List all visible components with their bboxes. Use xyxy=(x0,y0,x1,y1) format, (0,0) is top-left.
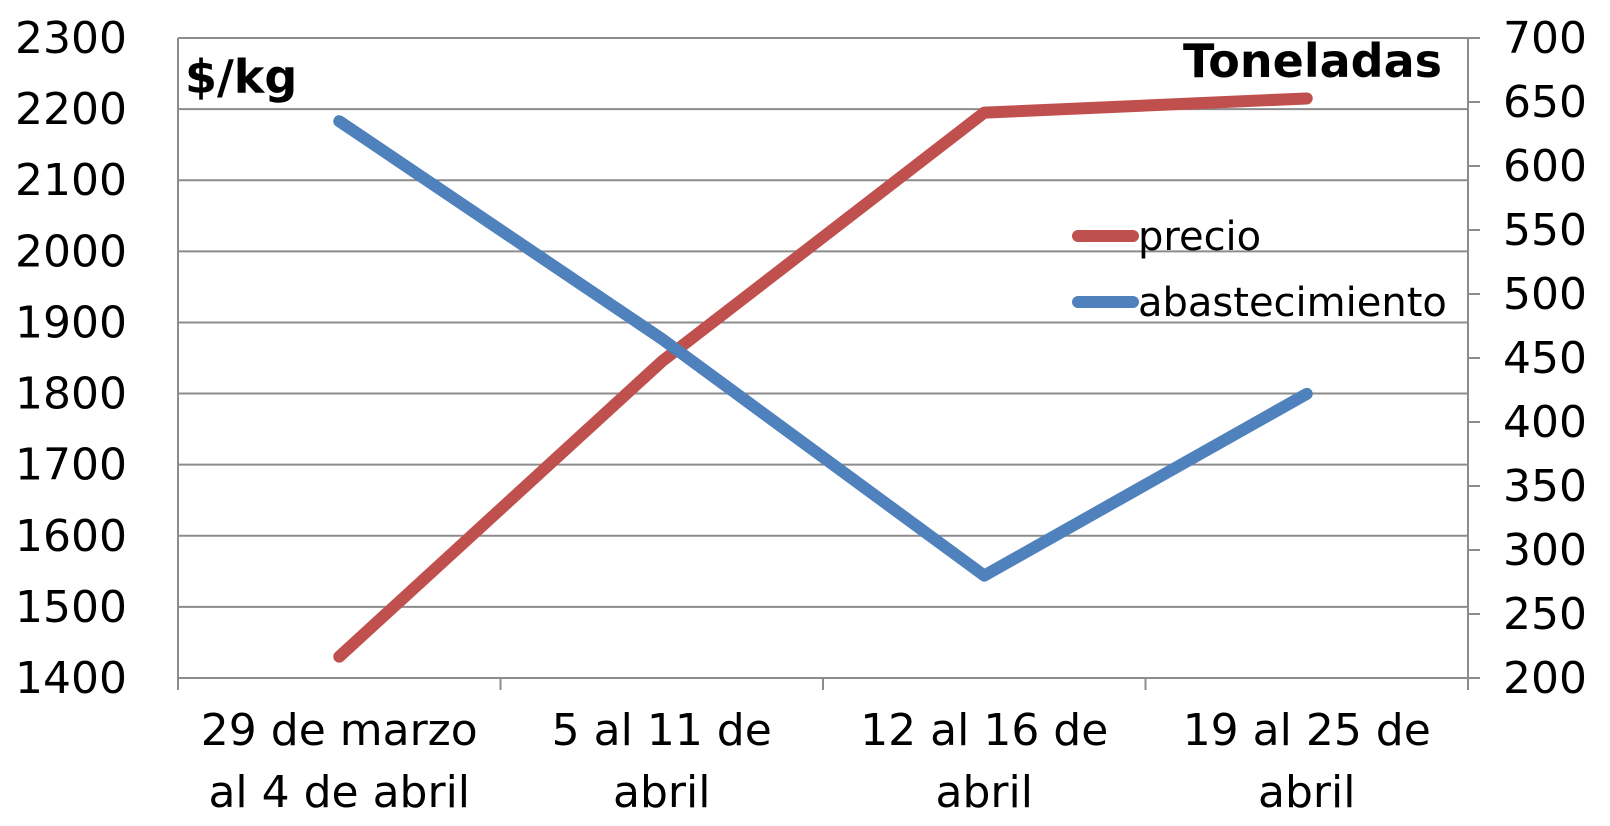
category-label: abril xyxy=(613,767,710,818)
series-line-precio xyxy=(333,92,1313,663)
left-tick-label: 1800 xyxy=(15,369,127,420)
series-lines xyxy=(333,92,1313,663)
legend: precio abastecimiento xyxy=(1072,214,1447,326)
category-axis-labels: 29 de marzo al 4 de abril 5 al 11 de abril 1… xyxy=(177,678,1469,818)
left-tick-label: 1500 xyxy=(15,582,127,633)
left-tick-label: 1700 xyxy=(15,440,127,491)
category-label: al 4 de abril xyxy=(208,767,470,818)
left-tick-label: 2000 xyxy=(15,226,127,277)
left-tick-label: 2100 xyxy=(15,155,127,206)
category-label: abril xyxy=(936,767,1033,818)
category-label: 29 de marzo xyxy=(201,705,478,756)
legend-label: precio xyxy=(1138,214,1261,260)
right-axis-label: Toneladas xyxy=(1183,34,1442,88)
category-label: 5 al 11 de xyxy=(552,705,772,756)
right-tick-label: 250 xyxy=(1503,589,1587,640)
right-tick-label: 300 xyxy=(1503,525,1587,576)
left-tick-label: 1900 xyxy=(15,297,127,348)
right-tick-label: 200 xyxy=(1503,653,1587,704)
right-tick-label: 600 xyxy=(1503,141,1587,192)
left-tick-label: 1400 xyxy=(15,653,127,704)
category-label: 12 al 16 de xyxy=(860,705,1108,756)
legend-label: abastecimiento xyxy=(1138,280,1447,326)
left-tick-label: 2200 xyxy=(15,84,127,135)
right-tick-label: 400 xyxy=(1503,397,1587,448)
gridlines xyxy=(177,37,1469,679)
right-tick-label: 550 xyxy=(1503,205,1587,256)
series-line-abastecimiento xyxy=(333,115,1313,582)
right-tick-label: 450 xyxy=(1503,333,1587,384)
left-axis-label: $/kg xyxy=(185,50,297,104)
left-tick-label: 2300 xyxy=(15,13,127,64)
left-axis-ticks: 1400 1500 1600 1700 1800 1900 2000 2100 2200 2300 xyxy=(15,13,127,704)
category-label: abril xyxy=(1258,767,1355,818)
right-tick-label: 700 xyxy=(1503,13,1587,64)
right-tick-label: 350 xyxy=(1503,461,1587,512)
right-tick-label: 650 xyxy=(1503,77,1587,128)
category-label: 19 al 25 de xyxy=(1183,705,1431,756)
right-axis-ticks: 200 250 300 350 400 450 500 550 600 650 700 xyxy=(1468,13,1587,704)
right-tick-label: 500 xyxy=(1503,269,1587,320)
left-tick-label: 1600 xyxy=(15,511,127,562)
